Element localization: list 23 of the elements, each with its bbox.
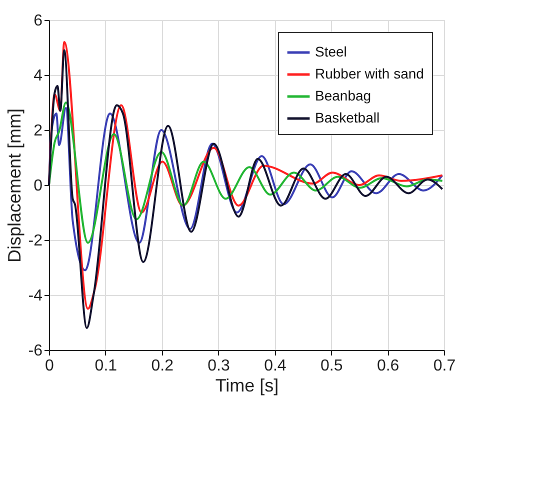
x-tick-label: 0.4 <box>264 358 286 374</box>
x-tick-label: 0.6 <box>376 358 400 374</box>
y-axis-title: Displacement [mm] <box>4 108 24 263</box>
x-axis-title: Time [s] <box>215 376 279 396</box>
y-tick-label: 4 <box>34 68 43 84</box>
legend-label: Steel <box>315 44 347 60</box>
legend-label: Rubber with sand <box>315 66 424 82</box>
x-tick-label: 0.5 <box>320 358 343 374</box>
y-tick-label: 0 <box>34 178 43 194</box>
y-tick-label: 2 <box>34 122 43 140</box>
y-tick-label: -2 <box>28 232 43 250</box>
legend-label: Basketball <box>315 110 380 126</box>
x-tick-label: 0.2 <box>151 358 174 374</box>
line-series <box>48 107 444 272</box>
y-tick-label: -4 <box>28 288 43 304</box>
legend-label: Beanbag <box>315 88 372 104</box>
y-tick-label: -6 <box>28 342 43 360</box>
x-tick-label: 0.7 <box>433 358 456 374</box>
y-tick-label: 6 <box>34 12 43 30</box>
x-tick-label: 0 <box>45 358 54 374</box>
line-series <box>48 102 444 244</box>
x-tick-label: 0.3 <box>208 358 230 374</box>
x-tick-label: 0.1 <box>94 358 118 374</box>
